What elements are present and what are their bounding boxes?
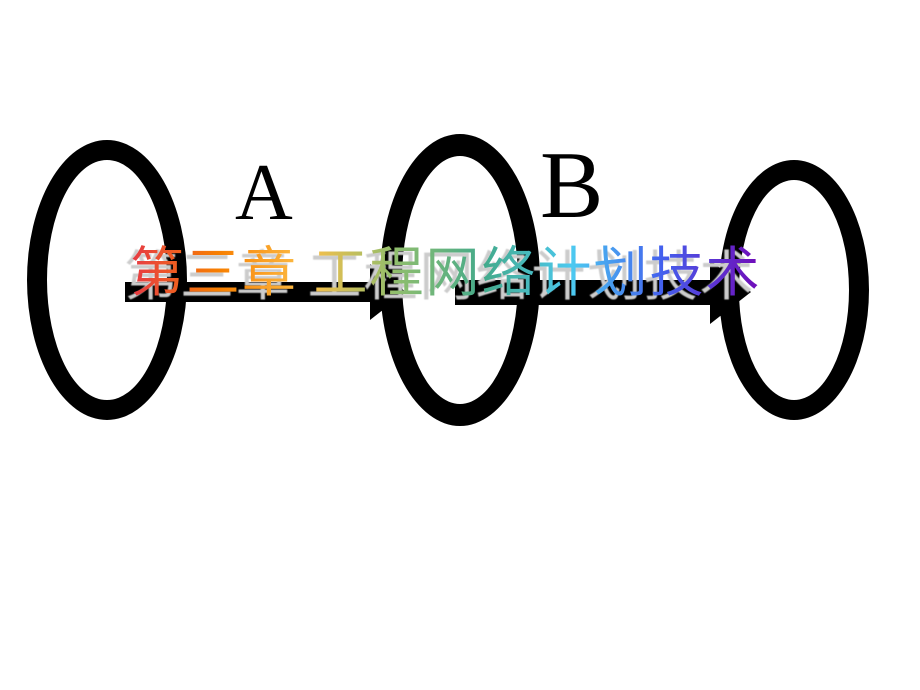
edge-label: A — [235, 148, 293, 239]
edge-label: B — [540, 130, 603, 240]
chapter-title: 第三章 工程网络计划技术 — [130, 228, 762, 307]
network-diagram: AB 第三章 工程网络计划技术第三章 工程网络计划技术 — [0, 0, 920, 690]
